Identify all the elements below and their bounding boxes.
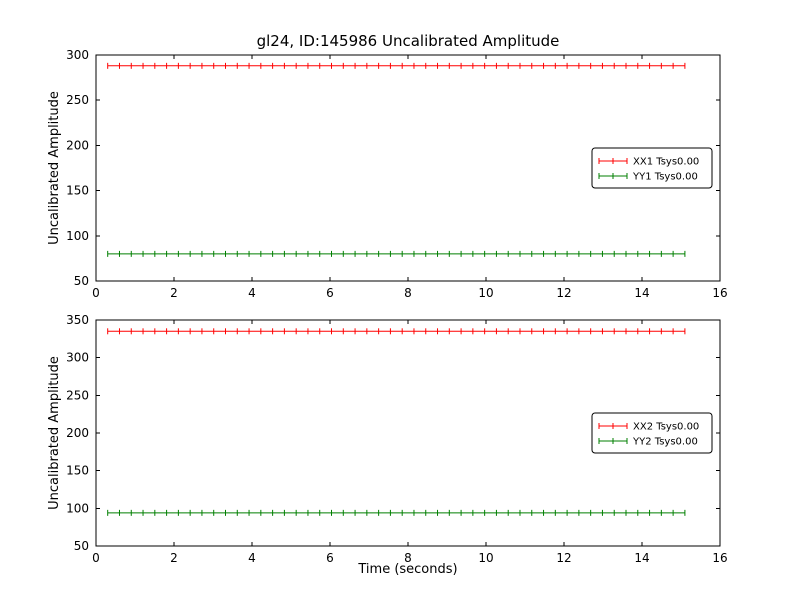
series-yy2 bbox=[107, 509, 686, 516]
x-tick-label: 6 bbox=[326, 286, 334, 300]
legend-label: XX2 Tsys0.00 bbox=[633, 422, 699, 433]
x-tick-label: 10 bbox=[478, 551, 493, 565]
series-xx1 bbox=[107, 62, 686, 69]
x-tick-label: 2 bbox=[170, 286, 178, 300]
series-xx2 bbox=[107, 328, 686, 335]
y-tick-label: 300 bbox=[66, 351, 89, 365]
x-tick-label: 10 bbox=[478, 286, 493, 300]
x-tick-label: 14 bbox=[634, 551, 649, 565]
y-tick-label: 150 bbox=[66, 184, 89, 198]
legend: XX1 Tsys0.00 YY1 Tsys0.00 bbox=[591, 147, 713, 189]
x-tick-label: 4 bbox=[248, 286, 256, 300]
legend-box bbox=[591, 412, 713, 454]
legend: XX2 Tsys0.00 YY2 Tsys0.00 bbox=[591, 412, 713, 454]
series-yy1 bbox=[107, 250, 686, 257]
legend-label: YY2 Tsys0.00 bbox=[632, 437, 698, 448]
y-tick-label: 250 bbox=[66, 388, 89, 402]
x-tick-label: 14 bbox=[634, 286, 649, 300]
x-tick-label: 16 bbox=[712, 551, 727, 565]
y-tick-label: 150 bbox=[66, 464, 89, 478]
x-tick-label: 6 bbox=[326, 551, 334, 565]
y-tick-label: 100 bbox=[66, 229, 89, 243]
y-tick-label: 50 bbox=[74, 274, 89, 288]
x-tick-label: 8 bbox=[404, 551, 412, 565]
x-tick-label: 0 bbox=[92, 551, 100, 565]
y-tick-label: 350 bbox=[66, 313, 89, 327]
subplot-top: 0 2 4 6 8 10 12 14 16 50 100 150 200 250 300 Uncalibrat… bbox=[47, 48, 728, 300]
x-tick-label: 12 bbox=[556, 551, 571, 565]
y-axis-label: Uncalibrated Amplitude bbox=[47, 91, 62, 245]
y-tick-label: 300 bbox=[66, 48, 89, 62]
legend-label: YY1 Tsys0.00 bbox=[632, 172, 698, 183]
x-tick-label: 2 bbox=[170, 551, 178, 565]
x-tick-label: 8 bbox=[404, 286, 412, 300]
legend-box bbox=[591, 147, 713, 189]
x-tick-label: 4 bbox=[248, 551, 256, 565]
figure-title: gl24, ID:145986 Uncalibrated Amplitude bbox=[257, 32, 560, 50]
y-axis-label: Uncalibrated Amplitude bbox=[47, 356, 62, 510]
y-tick-label: 100 bbox=[66, 501, 89, 515]
y-tick-label: 200 bbox=[66, 138, 89, 152]
y-tick-label: 200 bbox=[66, 426, 89, 440]
y-tick-label: 250 bbox=[66, 93, 89, 107]
legend-label: XX1 Tsys0.00 bbox=[633, 157, 699, 168]
x-tick-label: 16 bbox=[712, 286, 727, 300]
x-axis-label: Time (seconds) bbox=[357, 562, 457, 577]
x-tick-label: 0 bbox=[92, 286, 100, 300]
x-tick-label: 12 bbox=[556, 286, 571, 300]
y-tick-label: 50 bbox=[74, 539, 89, 553]
subplot-bottom: 0 2 4 6 8 10 12 14 16 50 100 150 200 250 300 350 Uncalib… bbox=[47, 313, 728, 577]
